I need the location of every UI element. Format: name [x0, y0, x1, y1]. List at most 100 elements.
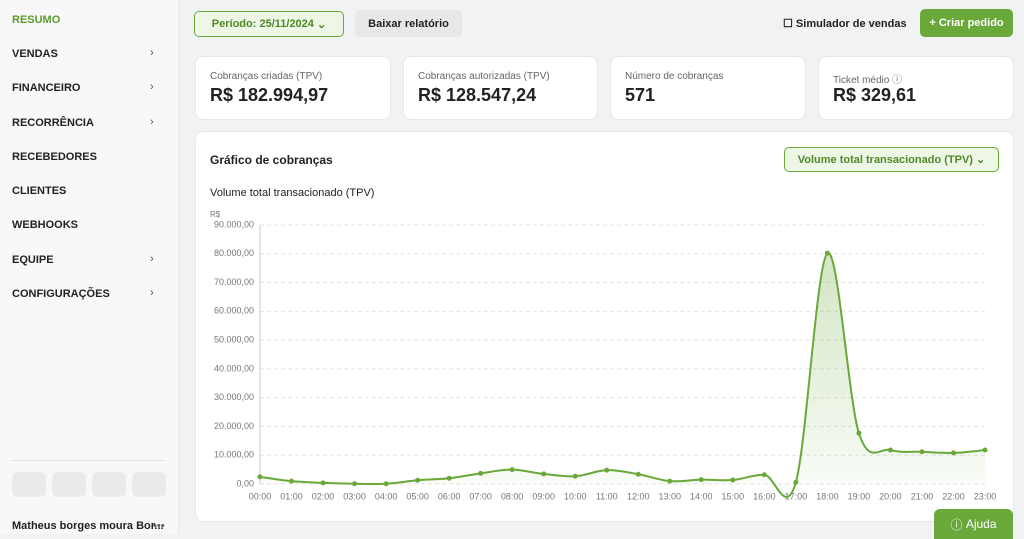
y-tick-label: 30.000,00 [214, 392, 254, 402]
y-tick-label: 20.000,00 [214, 421, 254, 431]
kpi-card: Ticket médio ⓘ R$ 329,61 [818, 56, 1014, 120]
menu-item[interactable]: WEBHOOKS [12, 219, 78, 231]
simulator: Simulador de vendas [795, 18, 907, 30]
sidebar: RESUMO VENDAS FINANCEIRO RECORRÊNCIA REC… [0, 0, 179, 534]
create: Criar pedido [938, 17, 1004, 29]
x-tick-label: 17:00 [785, 491, 808, 501]
kpi-value: R$ 182.994,97 [210, 85, 329, 105]
menu-item[interactable]: CONFIGURAÇÕES [12, 288, 110, 300]
point [761, 472, 767, 478]
chart-title: Volume total transacionado (TPV) [210, 187, 375, 199]
point [446, 475, 452, 481]
point [950, 450, 956, 456]
menu-item[interactable]: EQUIPE [12, 254, 54, 266]
point [383, 481, 389, 487]
apps-icon[interactable] [52, 472, 86, 497]
period: Período: 25/11/2024 [211, 18, 314, 30]
x-tick-label: 19:00 [848, 491, 871, 501]
menu-item[interactable]: FINANCEIRO [12, 82, 81, 94]
point [415, 477, 421, 483]
chevron: › [150, 47, 154, 59]
y-tick-label: 80.000,00 [214, 248, 254, 258]
point [730, 477, 736, 483]
point [667, 478, 673, 484]
point [793, 479, 799, 485]
chevron: › [150, 116, 154, 128]
x-tick-label: 00:00 [249, 491, 272, 501]
point [698, 477, 704, 483]
y-tick-label: 0,00 [236, 478, 254, 488]
calc-icon[interactable] [92, 472, 126, 497]
kpi-value: 571 [625, 85, 656, 105]
simulator-link[interactable]: ☐ Simulador de vendas [783, 18, 907, 30]
kpi-value: R$ 329,61 [833, 85, 917, 105]
menu-item[interactable]: RECEBEDORES [12, 151, 97, 163]
kpi-card: Número de cobranças 571 [610, 56, 806, 120]
x-tick-label: 22:00 [942, 491, 965, 501]
more[interactable]: ••• [153, 520, 165, 532]
x-tick-label: 14:00 [690, 491, 713, 501]
point [257, 474, 263, 480]
x-tick-label: 18:00 [816, 491, 839, 501]
x-tick-label: 16:00 [753, 491, 776, 501]
area [260, 252, 985, 498]
point [824, 250, 830, 256]
x-tick-label: 10:00 [564, 491, 587, 501]
create-button[interactable]: + Criar pedido [920, 9, 1013, 37]
kpi-label: Cobranças criadas (TPV) [210, 71, 323, 82]
help: Ajuda [965, 517, 997, 531]
x-tick-label: 21:00 [911, 491, 934, 501]
x-tick-label: 08:00 [501, 491, 524, 501]
metric-select[interactable]: Volume total transacionado (TPV) ⌄ [784, 147, 999, 172]
y-tick-label: 70.000,00 [214, 277, 254, 287]
store-icon[interactable] [12, 472, 46, 497]
point [289, 478, 295, 484]
x-tick-label: 15:00 [722, 491, 745, 501]
help-icon[interactable] [132, 472, 166, 497]
point [919, 449, 925, 455]
menu-item[interactable]: RECORRÊNCIA [12, 117, 94, 129]
menu-item[interactable]: CLIENTES [12, 185, 67, 197]
help-button[interactable]: ⓘ Ajuda [934, 509, 1013, 539]
period-button[interactable]: Período: 25/11/2024 ⌄ [194, 11, 344, 37]
x-tick-label: 01:00 [280, 491, 303, 501]
kpi-value: R$ 128.547,24 [418, 85, 537, 105]
menu-item[interactable]: VENDAS [12, 48, 58, 60]
download-button[interactable]: Baixar relatório [355, 10, 462, 37]
kpi-label: Ticket médio ⓘ [833, 75, 903, 86]
x-tick-label: 05:00 [406, 491, 429, 501]
y-tick-label: 40.000,00 [214, 363, 254, 373]
x-tick-label: 11:00 [596, 491, 618, 501]
point [604, 467, 610, 473]
point [320, 480, 326, 486]
kpi-card: Cobranças autorizadas (TPV) R$ 128.547,24 [403, 56, 598, 120]
kpi-label: Cobranças autorizadas (TPV) [418, 71, 550, 82]
download: Baixar relatório [368, 17, 449, 30]
x-tick-label: 07:00 [469, 491, 492, 501]
kpi-label: Número de cobranças [625, 71, 724, 82]
point [478, 470, 484, 476]
user-name[interactable]: Matheus borges moura Bor... [12, 520, 164, 532]
chevron: › [150, 253, 154, 265]
x-tick-label: 03:00 [343, 491, 366, 501]
chevron: › [150, 287, 154, 299]
y-tick-label: 10.000,00 [214, 450, 254, 460]
point [982, 447, 988, 453]
y-unit: R$ [210, 210, 221, 219]
point [541, 471, 547, 477]
chevron: › [150, 81, 154, 93]
metric: Volume total transacionado (TPV) [797, 153, 973, 166]
point [509, 467, 515, 473]
point [635, 471, 641, 477]
y-tick-label: 90.000,00 [214, 219, 254, 229]
x-tick-label: 12:00 [627, 491, 650, 501]
x-tick-label: 20:00 [879, 491, 902, 501]
menu-item[interactable]: RESUMO [12, 14, 61, 26]
point [572, 473, 578, 479]
point [887, 447, 893, 453]
point [352, 481, 358, 487]
divider [12, 460, 166, 461]
y-tick-label: 50.000,00 [214, 334, 254, 344]
